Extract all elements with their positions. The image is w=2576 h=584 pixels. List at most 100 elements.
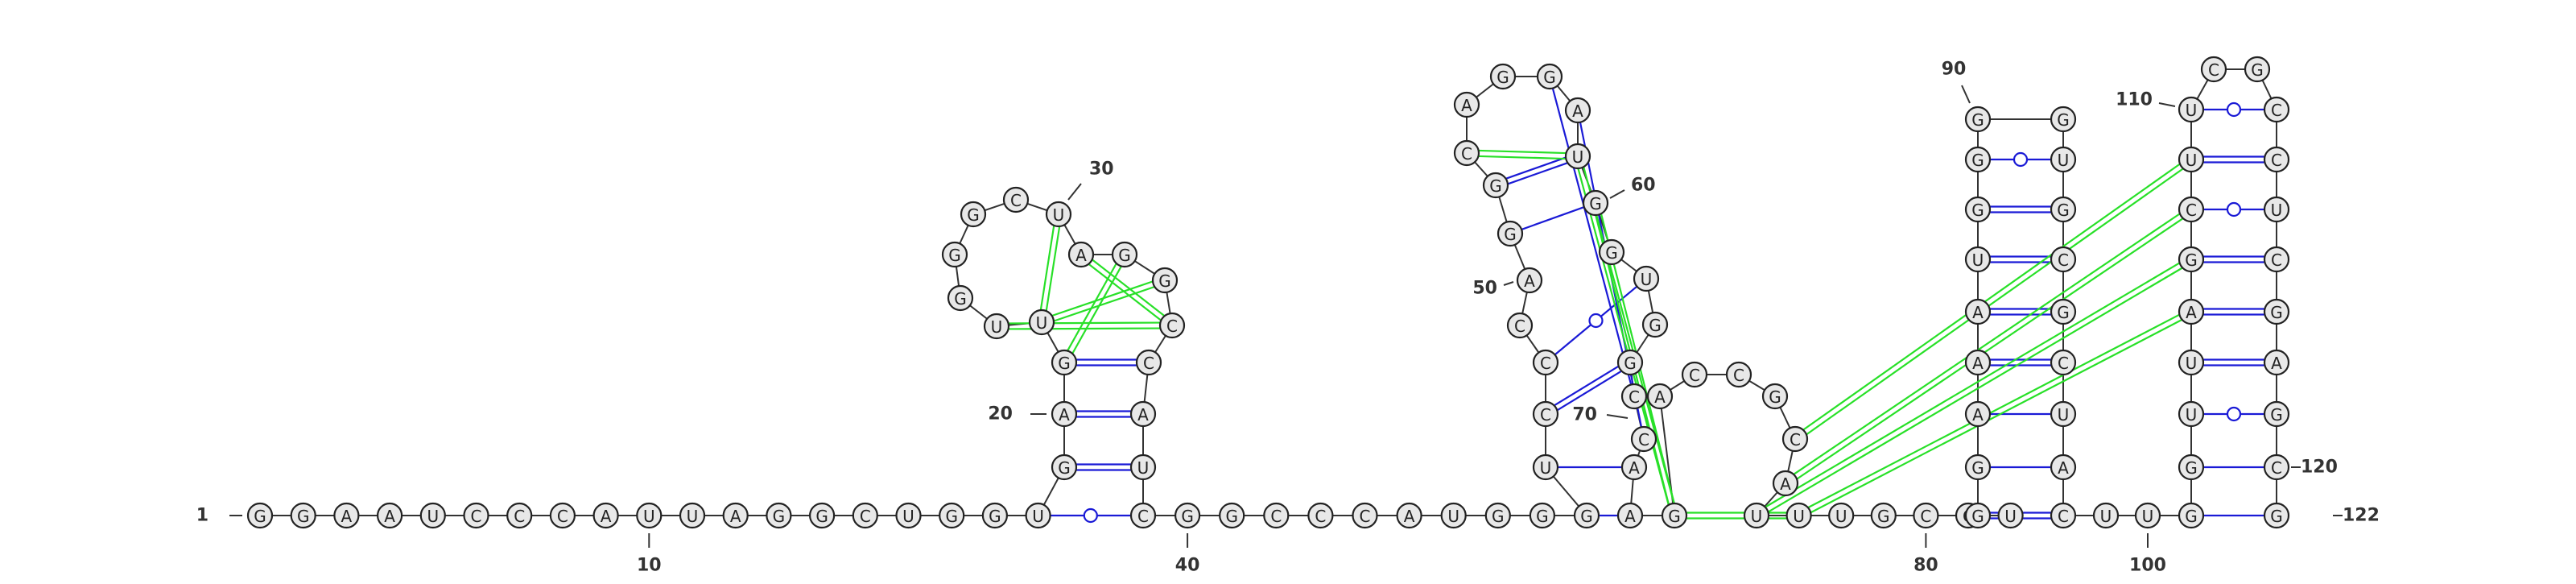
- nucleotide-circle: [1964, 400, 1992, 428]
- nucleotide-circle: [1743, 502, 1770, 529]
- nucleotide-circle: [2263, 349, 2290, 376]
- nucleotide-circle: [506, 502, 533, 529]
- nucleotide-87: A: [1964, 349, 1992, 376]
- base-pair-layer: [1008, 88, 2264, 524]
- nucleotide-7: C: [506, 502, 533, 529]
- nucleotide-42: C: [1352, 502, 1378, 529]
- nucleotide-56: A: [1453, 91, 1480, 118]
- nucleotide-circle: [1772, 470, 1799, 497]
- pseudoknot-pair: [1807, 313, 2180, 508]
- position-label-20: 20: [988, 404, 1013, 425]
- nucleotide-letter: C: [1461, 144, 1472, 164]
- nucleotide-110: C: [2178, 196, 2205, 223]
- nucleotide-89: U: [1964, 246, 1992, 273]
- nucleotide-circle: [1352, 502, 1378, 529]
- nucleotide-106: U: [2178, 400, 2205, 428]
- nucleotide-circle: [1219, 502, 1245, 529]
- nucleotide-letter: G: [967, 205, 980, 225]
- position-tick: [1503, 281, 1514, 286]
- nucleotide-circle: [463, 502, 489, 529]
- nucleotide-letter: U: [2058, 151, 2070, 170]
- nucleotide-75: C: [1781, 425, 1809, 453]
- position-tick: [2158, 102, 2176, 107]
- nucleotide-114: G: [2244, 56, 2271, 83]
- nucleotide-circle: [2050, 349, 2077, 376]
- nucleotide-circle: [2263, 502, 2290, 529]
- nucleotide-48: U: [1532, 454, 1559, 481]
- nucleotide-122: C: [2263, 454, 2290, 481]
- nucleotide-121: G: [2263, 400, 2290, 428]
- nucleotide-letter: G: [1543, 68, 1556, 87]
- nucleotide-92: G: [1964, 106, 1992, 133]
- nucleotide-111: U: [2178, 146, 2205, 173]
- nucleotide-letter: C: [1315, 507, 1326, 526]
- nucleotide-95: G: [2050, 196, 2077, 223]
- nucleotide-circle: [2092, 502, 2120, 529]
- nucleotide-letter: U: [2186, 354, 2198, 373]
- nucleotide-65: G: [1616, 349, 1644, 376]
- nucleotide-letter: U: [1641, 270, 1653, 289]
- nucleotide-letter: A: [1461, 96, 1472, 115]
- nucleotide-107: U: [2178, 349, 2205, 376]
- nucleotide-letter: G: [1496, 68, 1509, 87]
- nucleotide-circle: [1174, 502, 1201, 529]
- nucleotide-circle: [290, 502, 316, 529]
- nucleotide-letter: G: [2185, 251, 2198, 270]
- nucleotide-98: C: [2050, 349, 2077, 376]
- nucleotide-74: G: [1761, 383, 1789, 410]
- nucleotide-16: U: [895, 502, 922, 529]
- nucleotide-68: A: [1620, 454, 1648, 481]
- nucleotide-circle: [1616, 502, 1644, 529]
- nucleotide-circle: [1964, 106, 1992, 133]
- nucleotide-letter: C: [1920, 507, 1931, 526]
- nucleotide-circle: [2178, 454, 2205, 481]
- nucleotide-letter: U: [643, 507, 655, 526]
- nucleotide-circle: [941, 241, 968, 268]
- nucleotide-94: U: [2050, 146, 2077, 173]
- nucleotide-letter: A: [1572, 101, 1583, 121]
- nucleotide-circle: [1598, 238, 1625, 266]
- nucleotide-44: U: [1440, 502, 1467, 529]
- wobble-pair-marker: [2226, 406, 2242, 422]
- nucleotide-letter: C: [1540, 405, 1551, 425]
- single-line-pair: [1521, 206, 1585, 230]
- nucleotide-letter: C: [514, 507, 525, 526]
- nucleotide-letter: G: [1489, 176, 1502, 196]
- nucleotide-circle: [981, 502, 1009, 529]
- nucleotide-86: A: [1964, 400, 1992, 428]
- nucleotide-circle: [960, 201, 987, 228]
- position-label-70: 70: [1572, 405, 1597, 425]
- nucleotide-circle: [1532, 400, 1559, 428]
- nucleotide-1: G: [246, 502, 274, 529]
- pseudoknot-pair: [1806, 168, 2184, 436]
- nucleotide-letter: G: [1971, 507, 1984, 526]
- nucleotide-25: G: [947, 284, 974, 312]
- nucleotide-circle: [2050, 146, 2077, 173]
- nucleotide-letter: C: [2058, 354, 2069, 373]
- nucleotide-circle: [1964, 298, 1992, 325]
- nucleotide-117: U: [2263, 196, 2290, 223]
- nucleotide-circle: [1151, 267, 1179, 294]
- nucleotide-letter: U: [687, 507, 699, 526]
- nucleotide-circle: [1964, 502, 1992, 529]
- nucleotide-circle: [1785, 502, 1812, 529]
- nucleotide-49: C: [1532, 400, 1559, 428]
- nucleotide-circle: [1045, 201, 1072, 228]
- nucleotide-letter: G: [1536, 507, 1549, 526]
- nucleotide-circle: [1129, 502, 1157, 529]
- nucleotide-letter: U: [1137, 458, 1150, 478]
- nucleotide-118: C: [2263, 246, 2290, 273]
- nucleotide-letter: A: [1972, 405, 1984, 425]
- nucleotide-letter: C: [2058, 251, 2069, 270]
- wobble-pair-marker: [2226, 201, 2242, 217]
- nucleotide-34: C: [1135, 349, 1162, 376]
- nucleotide-circle: [1633, 265, 1660, 292]
- nucleotide-84: G: [1964, 502, 1992, 529]
- nucleotide-59: A: [1564, 97, 1591, 124]
- wobble-pair-marker: [1588, 313, 1604, 329]
- pseudoknot-pair: [1577, 168, 1670, 505]
- nucleotide-64: G: [1641, 311, 1669, 338]
- nucleotide-58: G: [1536, 63, 1563, 90]
